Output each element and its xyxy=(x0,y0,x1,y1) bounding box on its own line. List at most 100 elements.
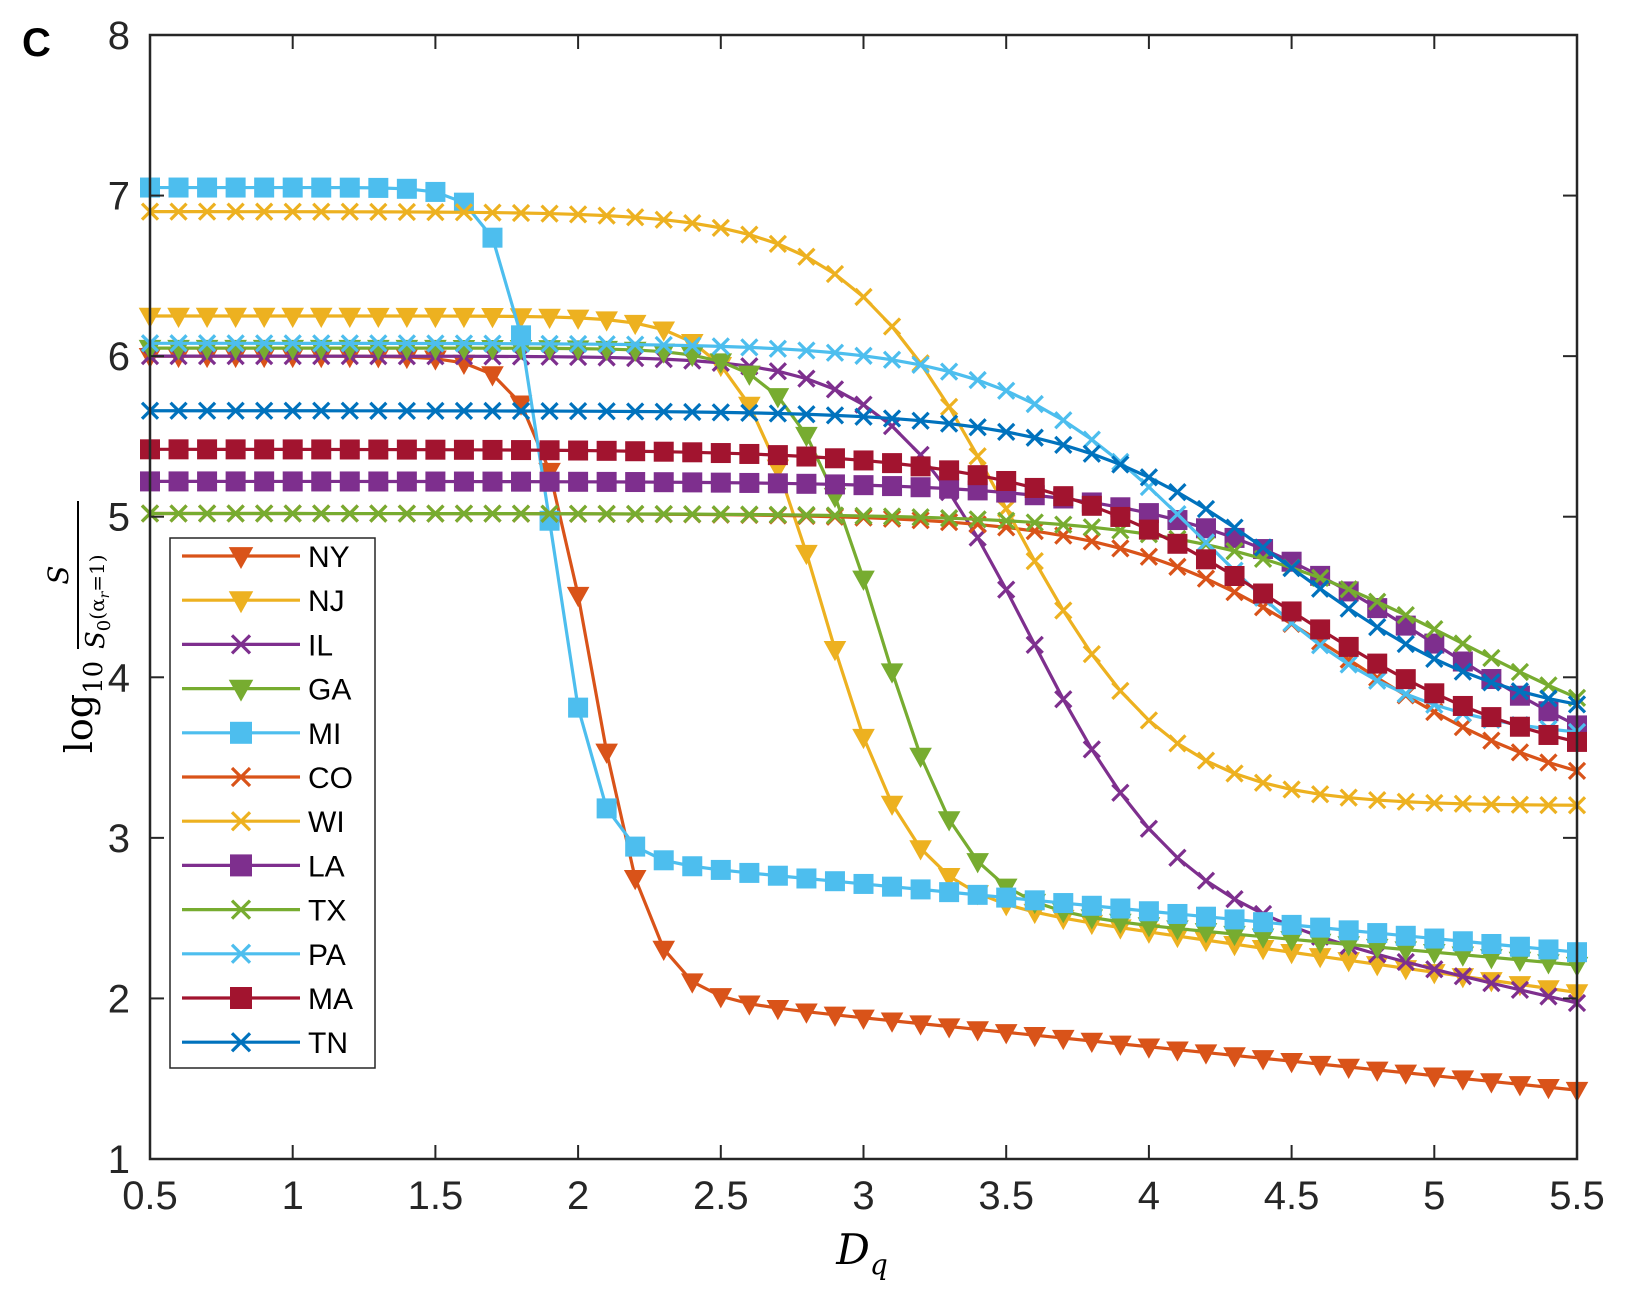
data-point xyxy=(1539,987,1558,1006)
data-point xyxy=(225,471,246,492)
data-point xyxy=(1281,601,1302,622)
data-point xyxy=(483,203,502,222)
data-point xyxy=(796,473,817,494)
data-point xyxy=(230,943,252,964)
data-point xyxy=(1111,455,1130,474)
data-point xyxy=(623,314,647,336)
panel-label: C xyxy=(22,21,51,65)
data-point xyxy=(711,218,730,238)
y-axis-label-denominator-alpha-sub: r xyxy=(97,590,113,598)
data-point xyxy=(1082,532,1101,551)
data-point xyxy=(1225,764,1244,783)
data-point xyxy=(709,988,733,1009)
y-axis-label-prefix: log10 xyxy=(57,661,109,753)
data-point xyxy=(1139,468,1159,487)
data-point xyxy=(1539,676,1558,695)
data-point xyxy=(1396,605,1415,625)
data-point xyxy=(252,307,276,329)
data-point xyxy=(167,307,190,329)
y-axis-label-denominator-paren: (α xyxy=(85,598,109,619)
data-point xyxy=(682,442,703,463)
data-point xyxy=(225,439,246,460)
data-point xyxy=(1111,539,1130,558)
data-point xyxy=(1453,634,1472,653)
data-point xyxy=(910,477,931,498)
data-point xyxy=(197,471,218,492)
legend-entry: IL xyxy=(182,629,333,662)
data-point xyxy=(168,471,189,492)
data-point xyxy=(797,505,816,525)
legend-entry: NJ xyxy=(182,585,345,618)
data-point xyxy=(937,811,961,832)
data-point xyxy=(997,381,1016,400)
series-mi xyxy=(140,177,1587,963)
data-point xyxy=(540,334,559,353)
data-point xyxy=(1225,582,1244,602)
data-point xyxy=(739,443,760,464)
data-point xyxy=(1311,785,1330,804)
y-axis-label-denominator-s: S xyxy=(81,631,111,649)
data-point xyxy=(683,213,702,233)
data-point xyxy=(225,177,246,198)
data-point xyxy=(254,177,275,198)
data-point xyxy=(968,370,987,390)
data-point xyxy=(626,208,645,227)
data-point xyxy=(882,317,902,336)
data-point xyxy=(1339,788,1358,807)
data-point xyxy=(230,987,252,1009)
data-point xyxy=(283,504,302,523)
legend-label: GA xyxy=(308,674,351,707)
data-point xyxy=(740,505,759,524)
data-point xyxy=(626,402,645,421)
data-point xyxy=(368,471,389,492)
data-point xyxy=(230,1032,252,1053)
data-point xyxy=(230,721,252,744)
data-point xyxy=(453,439,474,460)
data-point xyxy=(595,311,618,332)
data-point xyxy=(369,334,388,353)
data-point xyxy=(997,422,1016,441)
data-point xyxy=(1538,724,1559,745)
legend-entry: WI xyxy=(182,806,345,839)
data-point xyxy=(654,335,673,355)
data-point xyxy=(1537,1079,1560,1100)
data-point xyxy=(939,882,960,903)
data-point xyxy=(1025,552,1044,571)
data-point xyxy=(309,307,333,329)
y-tick-label: 2 xyxy=(108,977,130,1021)
data-point xyxy=(1281,914,1302,935)
data-point xyxy=(568,697,589,718)
data-point xyxy=(1253,538,1273,557)
data-point xyxy=(568,504,588,523)
data-point xyxy=(795,1003,818,1024)
data-point xyxy=(1025,428,1044,447)
data-point xyxy=(311,177,332,198)
data-point xyxy=(823,641,847,662)
data-point xyxy=(1482,673,1501,692)
series-ga xyxy=(138,339,1589,978)
legend-label: LA xyxy=(308,850,345,883)
data-point xyxy=(452,307,476,329)
data-point xyxy=(1311,579,1330,598)
data-point xyxy=(882,416,902,436)
data-point xyxy=(910,456,931,477)
data-point xyxy=(396,439,417,460)
legend-label: MI xyxy=(308,718,341,751)
data-point xyxy=(568,471,589,492)
data-point xyxy=(197,439,218,460)
legend-entry: PA xyxy=(182,939,346,972)
data-point xyxy=(482,439,503,460)
data-point xyxy=(1339,655,1358,674)
data-point xyxy=(768,505,788,524)
y-tick-label: 4 xyxy=(108,656,130,700)
data-point xyxy=(395,307,419,329)
data-point xyxy=(1308,1055,1332,1077)
data-point xyxy=(511,440,532,461)
data-point xyxy=(1225,541,1244,561)
data-point xyxy=(1196,871,1216,890)
data-point xyxy=(169,401,188,420)
data-point xyxy=(1224,909,1245,930)
x-tick-label: 5.5 xyxy=(1549,1174,1605,1218)
data-point xyxy=(1367,653,1388,674)
